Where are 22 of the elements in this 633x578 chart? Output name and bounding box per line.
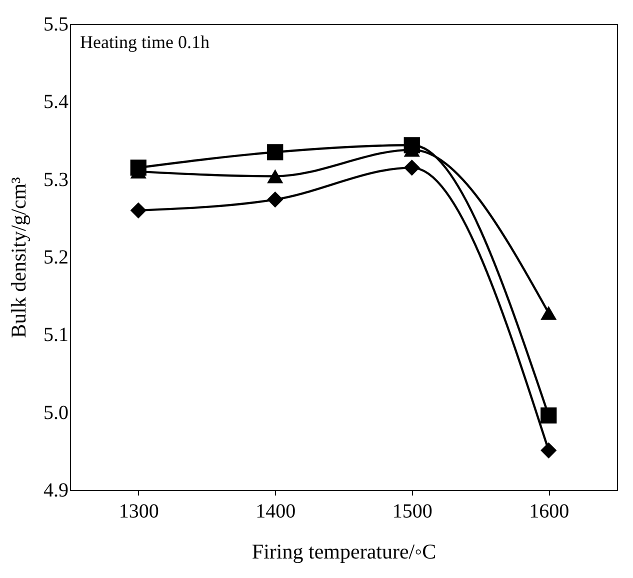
y-tick-label: 5.0: [44, 402, 68, 424]
y-tick-label: 5.2: [44, 246, 68, 268]
x-axis-title: Firing temperature/◦C: [252, 540, 436, 564]
y-tick-label: 5.4: [44, 91, 68, 114]
y-tick-label: 4.9: [44, 480, 68, 502]
point: [540, 306, 557, 320]
x-tick-label: 1500: [392, 500, 432, 522]
point: [540, 407, 557, 424]
point: [540, 442, 557, 458]
y-axis-title: Bulk density/g/cm³: [6, 177, 30, 338]
point: [130, 202, 146, 218]
y-tick-label: 5.3: [44, 168, 68, 191]
x-tick-label: 1600: [529, 500, 570, 522]
point: [267, 169, 284, 184]
point: [267, 144, 284, 160]
point: [267, 191, 284, 208]
x-tick-label: 1300: [118, 500, 159, 522]
y-tick-label: 5.1: [44, 324, 68, 346]
x-tick-label: 1400: [256, 500, 296, 522]
annotation: Heating time 0.1h: [80, 32, 210, 52]
point: [404, 160, 420, 176]
y-tick-label: 5.5: [44, 14, 68, 36]
